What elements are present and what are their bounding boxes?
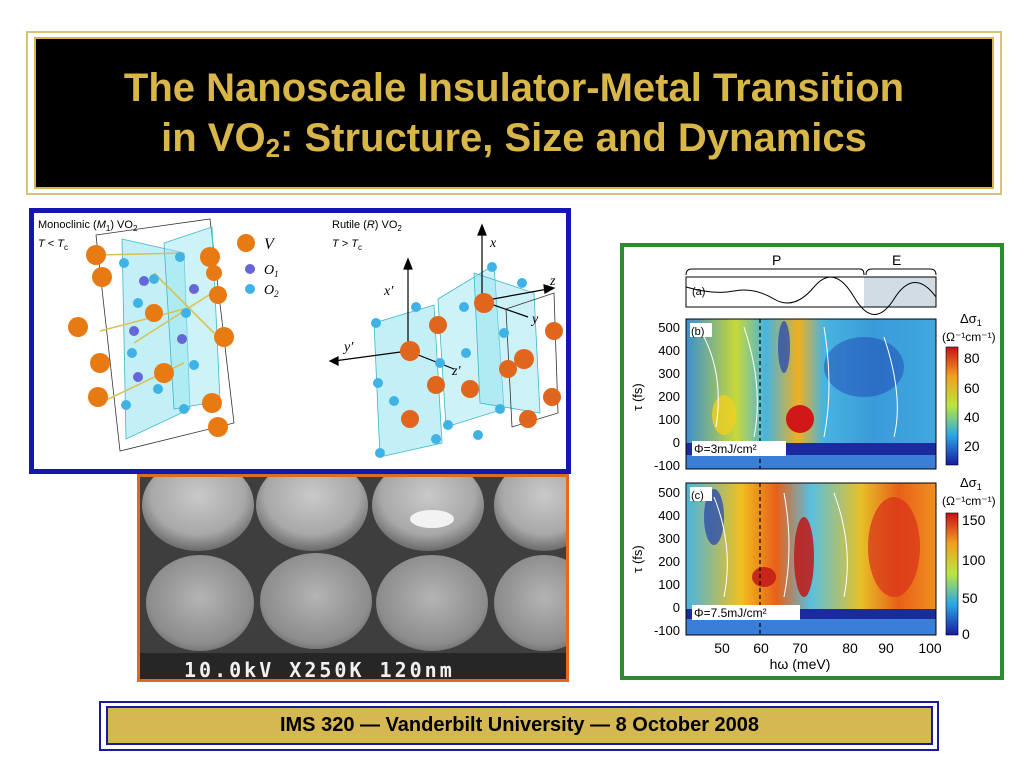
sem-dots-row-1 — [142, 477, 566, 551]
dynamics-figure: P E (a) (b) Φ=3mJ/cm² — [620, 243, 1004, 680]
axis-x: x — [489, 236, 497, 251]
crystal-structure-panel: Monoclinic (M1) VO2 T < Tc — [29, 208, 571, 474]
b-ytick: 300 — [658, 366, 680, 381]
colorbar-c-unit: (Ω⁻¹cm⁻¹) — [942, 494, 996, 508]
title-line-2-pre: in VO — [161, 116, 266, 160]
footer: IMS 320 — Vanderbilt University — 8 Octo… — [106, 706, 933, 745]
monoclinic-label: Monoclinic (M1) VO2 — [38, 219, 138, 233]
atom-legend: V O1 O2 — [237, 234, 279, 299]
legend-v: V — [264, 236, 276, 253]
crystal-diagram: Monoclinic (M1) VO2 T < Tc — [38, 218, 563, 458]
panel-b-y-ticks: 500 400 300 200 100 0 -100 — [654, 320, 680, 473]
colorbar-b-unit: (Ω⁻¹cm⁻¹) — [942, 330, 996, 344]
axis-z-prime: z′ — [451, 364, 461, 379]
v-atom-legend-icon — [237, 234, 255, 252]
title-line-2: in VO2: Structure, Size and Dynamics — [36, 113, 992, 163]
y-axis-title-c: τ (fs) — [630, 545, 645, 573]
colorbar-b: Δσ1 (Ω⁻¹cm⁻¹) 80 60 40 20 — [942, 311, 996, 466]
panel-a-label: (a) — [692, 286, 705, 298]
axis-z: z — [549, 274, 556, 289]
xtick: 60 — [753, 640, 769, 656]
c-ytick: 400 — [658, 508, 680, 523]
b-ytick: 400 — [658, 343, 680, 358]
axis-y: y — [530, 312, 539, 327]
c-ytick: 200 — [658, 554, 680, 569]
cbar-b-tick: 20 — [964, 438, 980, 454]
panel-c: (c) Φ=7.5mJ/cm² — [685, 482, 937, 636]
bracket-p-label: P — [772, 252, 781, 268]
panel-b-label: (b) — [691, 326, 704, 338]
c-ytick: 0 — [673, 600, 680, 615]
panel-a: (a) — [685, 276, 937, 315]
axis-x-prime: x′ — [383, 284, 394, 299]
cbar-c-tick: 50 — [962, 590, 978, 606]
panel-c-y-ticks: 500 400 300 200 100 0 -100 — [654, 485, 680, 638]
x-ticks: 50 60 70 80 90 100 — [714, 640, 942, 656]
dynamics-plot: P E (a) (b) Φ=3mJ/cm² — [630, 252, 996, 672]
axis-y-prime: y′ — [342, 340, 354, 355]
xtick: 50 — [714, 640, 730, 656]
bracket-e-label: E — [892, 252, 901, 268]
cbar-c-tick: 150 — [962, 512, 986, 528]
slide-title: The Nanoscale Insulator-Metal Transition… — [34, 37, 994, 189]
cbar-b-tick: 80 — [964, 350, 980, 366]
title-line-2-sub: 2 — [265, 133, 281, 163]
footer-text: IMS 320 — Vanderbilt University — 8 Octo… — [279, 714, 760, 736]
rutile-label: Rutile (R) VO2 — [332, 219, 402, 233]
c-ytick: -100 — [654, 623, 680, 638]
cbar-b-tick: 40 — [964, 409, 980, 425]
rutile-condition: T > Tc — [332, 238, 362, 252]
fluence-c-label: Φ=7.5mJ/cm² — [694, 606, 767, 620]
colorbar-c-title: Δσ1 — [960, 475, 982, 492]
panel-c-label: (c) — [691, 490, 704, 502]
title-line-2-post: : Structure, Size and Dynamics — [280, 116, 867, 160]
monoclinic-cell — [68, 218, 235, 452]
monoclinic-condition: T < Tc — [38, 238, 68, 252]
fluence-b-label: Φ=3mJ/cm² — [694, 442, 757, 456]
b-ytick: 500 — [658, 320, 680, 335]
title-line-1: The Nanoscale Insulator-Metal Transition — [123, 66, 905, 110]
colorbar-c: Δσ1 (Ω⁻¹cm⁻¹) 150 100 50 0 — [942, 475, 996, 642]
xtick: 90 — [878, 640, 894, 656]
legend-o1: O1 — [264, 263, 279, 279]
y-axis-title-b: τ (fs) — [630, 383, 645, 411]
b-ytick: -100 — [654, 458, 680, 473]
xtick: 100 — [918, 640, 942, 656]
sem-image: 10.0kV X250K 120nm — [140, 477, 566, 682]
c-ytick: 300 — [658, 531, 680, 546]
o1-atom-legend-icon — [245, 264, 255, 274]
sem-micrograph: 10.0kV X250K 120nm — [137, 474, 569, 682]
sem-dots-row-2 — [146, 553, 566, 651]
c-ytick: 500 — [658, 485, 680, 500]
cbar-b-tick: 60 — [964, 380, 980, 396]
b-ytick: 0 — [673, 435, 680, 450]
panel-b: (b) Φ=3mJ/cm² — [685, 318, 937, 470]
rutile-cell: x′ y′ z′ x y z — [328, 223, 563, 458]
sem-caption: 10.0kV X250K 120nm — [184, 658, 455, 682]
c-ytick: 100 — [658, 577, 680, 592]
x-axis-title: hω (meV) — [770, 656, 831, 672]
o2-atom-legend-icon — [245, 284, 255, 294]
cbar-c-tick: 100 — [962, 552, 986, 568]
colorbar-b-title: Δσ1 — [960, 311, 982, 328]
xtick: 70 — [792, 640, 808, 656]
b-ytick: 100 — [658, 412, 680, 427]
b-ytick: 200 — [658, 389, 680, 404]
xtick: 80 — [842, 640, 858, 656]
legend-o2: O2 — [264, 283, 279, 299]
band-brackets: P E — [685, 252, 937, 276]
cbar-c-tick: 0 — [962, 626, 970, 642]
